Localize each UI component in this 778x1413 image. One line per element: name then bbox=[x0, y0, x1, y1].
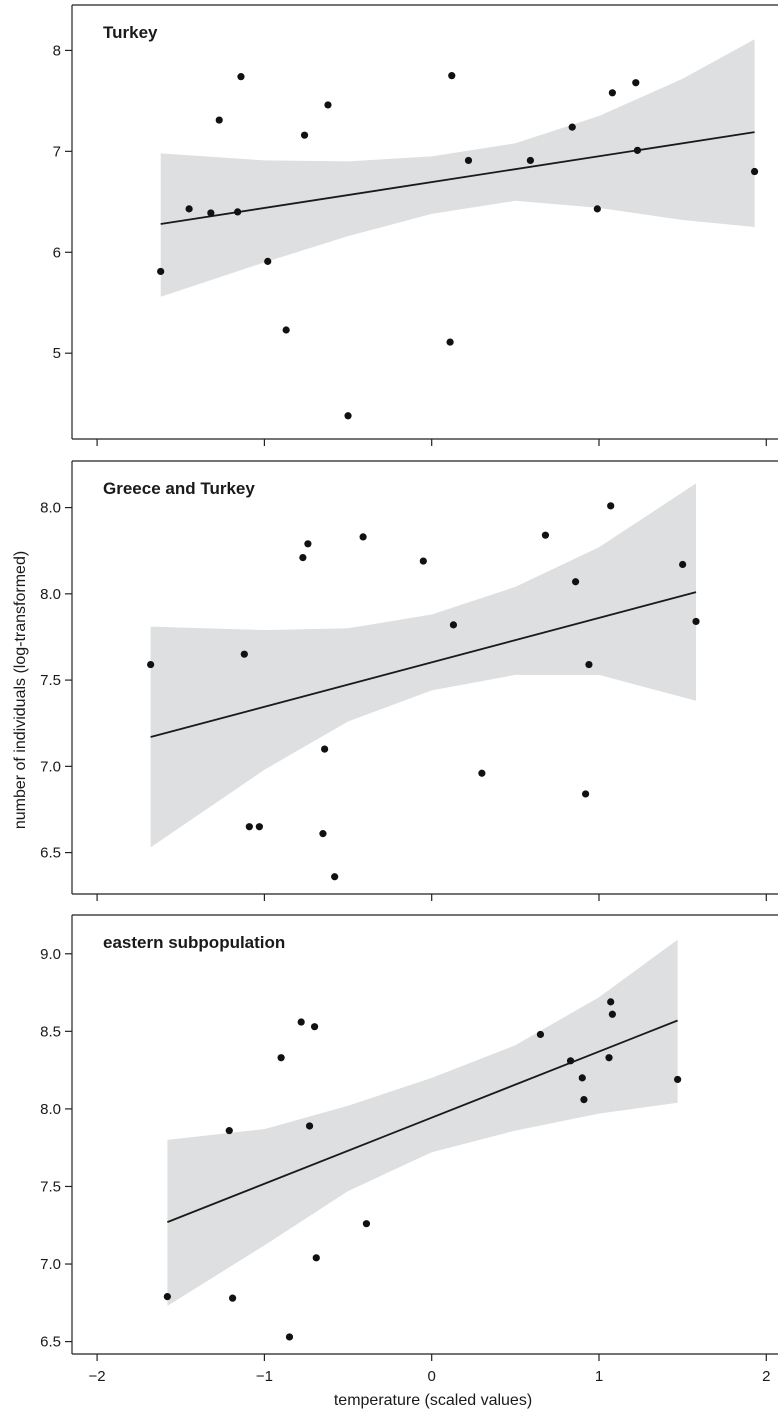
data-point bbox=[264, 257, 272, 265]
data-point bbox=[285, 1333, 294, 1341]
panel-title: Turkey bbox=[103, 23, 158, 42]
data-point bbox=[305, 1122, 314, 1130]
data-point bbox=[633, 146, 642, 154]
panel-greece-and-turkey: 6.5 7.0 7.5 8.0 8.0 Greece and Turkey bbox=[40, 460, 778, 901]
data-point bbox=[225, 1127, 233, 1135]
data-point bbox=[324, 101, 332, 109]
data-point bbox=[605, 1054, 613, 1062]
data-point bbox=[157, 267, 165, 276]
y-tick-label: 8.0 bbox=[40, 500, 61, 517]
data-point bbox=[692, 617, 700, 626]
data-point bbox=[277, 1054, 285, 1062]
data-point bbox=[185, 205, 193, 213]
data-point bbox=[585, 660, 593, 669]
x-tick-label: −2 bbox=[89, 1368, 106, 1385]
data-point bbox=[571, 578, 580, 586]
data-point bbox=[240, 650, 248, 658]
data-point bbox=[331, 873, 339, 881]
data-point bbox=[359, 533, 367, 541]
data-point bbox=[464, 156, 473, 165]
data-point bbox=[580, 1095, 588, 1104]
data-point bbox=[299, 554, 307, 562]
data-point bbox=[593, 205, 601, 213]
y-tick-label: 8.0 bbox=[40, 1101, 61, 1118]
data-point bbox=[607, 502, 615, 510]
data-point bbox=[419, 557, 427, 565]
data-point bbox=[215, 116, 223, 124]
y-tick-label: 7.0 bbox=[40, 758, 61, 775]
x-tick-label: −1 bbox=[256, 1368, 273, 1385]
x-tick-label: 0 bbox=[428, 1368, 436, 1385]
y-tick-label: 9.0 bbox=[40, 946, 61, 963]
data-point bbox=[297, 1018, 305, 1026]
data-point bbox=[541, 531, 550, 539]
panel-title: eastern subpopulation bbox=[103, 933, 285, 952]
data-point bbox=[304, 540, 312, 548]
data-point bbox=[608, 89, 616, 97]
panel-title: Greece and Turkey bbox=[103, 479, 255, 498]
data-point bbox=[310, 1023, 319, 1031]
data-point bbox=[608, 1010, 616, 1018]
data-point bbox=[536, 1030, 545, 1039]
data-point bbox=[255, 823, 263, 831]
data-point bbox=[578, 1074, 586, 1082]
data-point bbox=[344, 412, 352, 420]
data-point bbox=[163, 1293, 171, 1301]
data-point bbox=[207, 209, 215, 217]
data-point bbox=[607, 998, 615, 1006]
y-tick-label: 5 bbox=[53, 345, 61, 362]
y-tick-label: 7.0 bbox=[40, 1256, 61, 1273]
y-tick-label: 7.5 bbox=[40, 1178, 61, 1195]
data-point bbox=[234, 208, 242, 216]
data-point bbox=[526, 156, 534, 165]
y-tick-label: 8.5 bbox=[40, 1023, 61, 1040]
data-point bbox=[362, 1220, 371, 1228]
data-point bbox=[321, 745, 329, 753]
data-point bbox=[632, 79, 640, 87]
y-tick-label: 6.5 bbox=[40, 1334, 61, 1351]
y-tick-label: 7 bbox=[53, 143, 61, 160]
data-point bbox=[312, 1254, 320, 1262]
panel-turkey: 5 6 7 8 Turkey bbox=[53, 4, 778, 446]
confidence-band bbox=[167, 939, 678, 1306]
regression-line bbox=[150, 591, 697, 738]
x-tick-label: 1 bbox=[595, 1368, 603, 1385]
confidence-band bbox=[160, 39, 755, 297]
regression-line bbox=[160, 131, 755, 225]
data-point bbox=[566, 1057, 575, 1065]
data-point bbox=[679, 560, 687, 569]
regression-line bbox=[167, 1019, 678, 1223]
panel-eastern-subpopulation: 6.5 7.0 7.5 8.0 8.5 9.0 −2 −1 0 1 2 eastern subpop… bbox=[40, 914, 778, 1385]
y-tick-label: 8 bbox=[53, 42, 61, 59]
data-point bbox=[582, 790, 590, 798]
data-point bbox=[674, 1075, 682, 1084]
data-point bbox=[319, 830, 327, 838]
data-point bbox=[448, 72, 456, 80]
data-point bbox=[300, 131, 309, 139]
data-point bbox=[446, 338, 454, 346]
data-point bbox=[147, 660, 155, 669]
data-point bbox=[449, 621, 458, 629]
x-axis-title: temperature (scaled values) bbox=[334, 1392, 532, 1409]
y-tick-label: 8.0 bbox=[40, 586, 61, 603]
y-tick-label: 6 bbox=[53, 244, 61, 261]
data-point bbox=[237, 73, 245, 81]
x-tick-label: 2 bbox=[762, 1368, 770, 1385]
data-point bbox=[245, 823, 253, 831]
data-point bbox=[229, 1294, 237, 1302]
data-point bbox=[750, 167, 759, 176]
y-tick-label: 6.5 bbox=[40, 845, 61, 862]
data-point bbox=[568, 123, 576, 131]
data-point bbox=[282, 326, 290, 334]
y-tick-label: 7.5 bbox=[40, 672, 61, 689]
data-point bbox=[478, 769, 486, 777]
y-axis-title: number of individuals (log-transformed) bbox=[12, 551, 29, 829]
